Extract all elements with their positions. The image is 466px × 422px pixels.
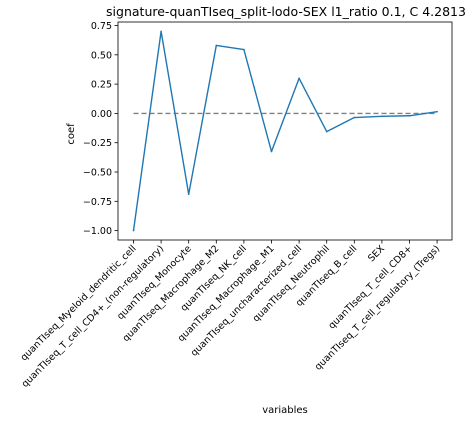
data-point-5 — [270, 150, 273, 153]
data-point-4 — [243, 48, 245, 51]
y-tick-label: −0.25 — [83, 138, 112, 149]
data-point-1 — [160, 30, 162, 33]
data-point-11 — [436, 110, 438, 113]
plot-area — [117, 21, 453, 241]
data-point-10 — [408, 114, 411, 117]
y-tick-label: 0.00 — [91, 109, 112, 120]
x-axis: quanTIseq_Myeloid_dendritic_cellquanTIse… — [19, 240, 442, 390]
x-tick-label: SEX — [366, 243, 387, 264]
series-line-0 — [132, 30, 438, 231]
x-tick-label: quanTIseq_Myeloid_dendritic_cell — [19, 243, 139, 363]
y-tick-label: −1.00 — [83, 226, 112, 237]
data-point-6 — [298, 77, 300, 80]
y-tick-label: 0.50 — [91, 50, 112, 61]
chart-title: signature-quanTIseq_split-lodo-SEX l1_ra… — [106, 4, 466, 19]
y-tick-label: 0.25 — [91, 80, 112, 91]
data-point-0 — [132, 229, 135, 232]
y-tick-label: −0.75 — [83, 197, 112, 208]
data-point-9 — [381, 115, 383, 118]
x-axis-label: variables — [262, 405, 308, 416]
y-axis-label: coef — [66, 123, 77, 145]
data-point-2 — [187, 193, 190, 196]
data-point-8 — [353, 116, 356, 119]
data-point-7 — [325, 130, 328, 133]
plot-frame — [117, 21, 453, 241]
data-point-3 — [215, 44, 218, 47]
y-tick-label: −0.50 — [83, 168, 112, 179]
y-tick-label: 0.75 — [91, 21, 112, 32]
y-axis: −1.00 −0.75 −0.50 −0.25 0.00 0.25 0.50 0.75 — [83, 21, 118, 237]
